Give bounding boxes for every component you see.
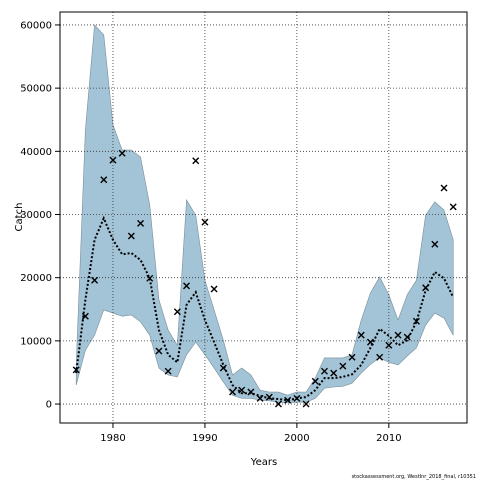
observed-point	[238, 386, 246, 394]
observed-point	[155, 347, 163, 355]
observed-point	[183, 282, 191, 290]
observed-point	[348, 353, 356, 361]
fitted-line	[75, 215, 455, 402]
x-tick-label: 1980	[100, 433, 125, 444]
x-tick-label: 2010	[376, 433, 401, 444]
observed-point	[256, 394, 264, 402]
y-tick-label: 40000	[20, 147, 52, 158]
observed-point	[366, 338, 374, 346]
y-tick-label: 10000	[20, 336, 52, 347]
observed-point	[330, 369, 338, 377]
y-axis-label: Catch	[14, 203, 25, 232]
observed-point	[403, 333, 411, 341]
observed-point	[385, 341, 393, 349]
observed-point	[376, 353, 384, 361]
observed-point	[219, 364, 227, 372]
observed-point	[118, 149, 126, 157]
observed-point	[412, 317, 420, 325]
observed-point	[284, 396, 292, 404]
footnote: stockassessment.org, WestInr_2018_final,…	[352, 474, 476, 480]
y-tick-label: 30000	[20, 210, 52, 221]
x-tick-label: 2000	[284, 433, 309, 444]
plot-frame	[59, 11, 468, 424]
observed-point	[422, 284, 430, 292]
y-tick-label: 0	[46, 400, 52, 411]
observed-point	[265, 393, 273, 401]
observed-point	[91, 276, 99, 284]
y-tick-label: 50000	[20, 84, 52, 95]
observed-point	[72, 366, 80, 374]
y-tick-label: 60000	[20, 20, 52, 31]
y-tick-label: 20000	[20, 273, 52, 284]
observed-point	[146, 274, 154, 282]
observed-point	[440, 184, 448, 192]
observed-point	[320, 367, 328, 375]
observed-point	[311, 377, 319, 385]
observed-point	[164, 367, 172, 375]
observed-point	[339, 362, 347, 370]
observed-point	[127, 232, 135, 240]
observed-point	[81, 312, 89, 320]
observed-point	[247, 388, 255, 396]
confidence-band	[75, 24, 454, 404]
observed-point	[357, 331, 365, 339]
observed-point	[109, 156, 117, 164]
observed-point	[192, 157, 200, 165]
observed-point	[293, 394, 301, 402]
observed-point	[449, 203, 457, 211]
observed-point	[173, 308, 181, 316]
observed-point	[302, 400, 310, 408]
observed-point	[137, 219, 145, 227]
observed-point	[201, 218, 209, 226]
observed-point	[229, 388, 237, 396]
observed-point	[431, 240, 439, 248]
observed-point	[394, 331, 402, 339]
observed-point	[274, 400, 282, 408]
x-axis-label: Years	[250, 457, 277, 468]
x-tick-label: 1990	[192, 433, 217, 444]
observed-point	[100, 176, 108, 184]
observed-point	[210, 285, 218, 293]
